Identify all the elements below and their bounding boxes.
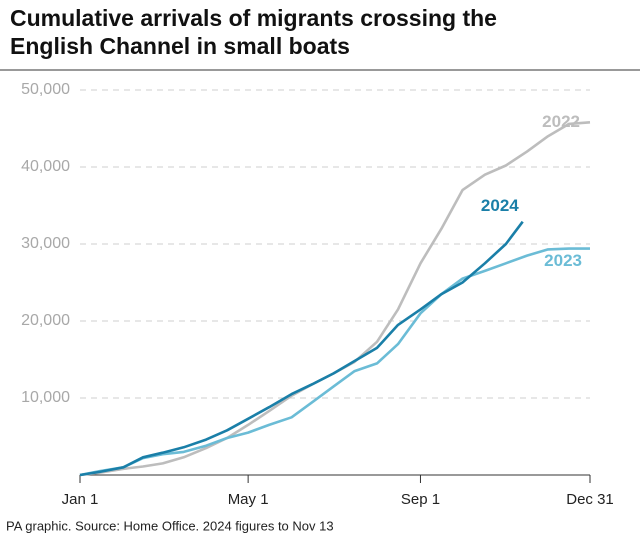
series-line: [79, 247, 590, 477]
x-tick-label: Sep 1: [401, 491, 440, 508]
y-tick-label: 50,000: [21, 81, 70, 98]
y-tick-label: 30,000: [21, 235, 70, 252]
x-tick-label: Dec 31: [566, 491, 614, 508]
chart-title: Cumulative arrivals of migrants crossing…: [10, 5, 497, 59]
y-tick-label: 20,000: [21, 312, 70, 329]
series-label: 2024: [481, 196, 519, 215]
y-tick-label: 40,000: [21, 158, 70, 175]
series-label: 2022: [542, 112, 580, 131]
x-tick-label: Jan 1: [62, 491, 99, 508]
series-label: 2023: [544, 251, 582, 270]
x-tick-label: May 1: [228, 491, 269, 508]
source-note: PA graphic. Source: Home Office. 2024 fi…: [6, 518, 334, 533]
series-line: [79, 121, 591, 477]
series-line: [79, 220, 524, 477]
y-tick-label: 10,000: [21, 389, 70, 406]
